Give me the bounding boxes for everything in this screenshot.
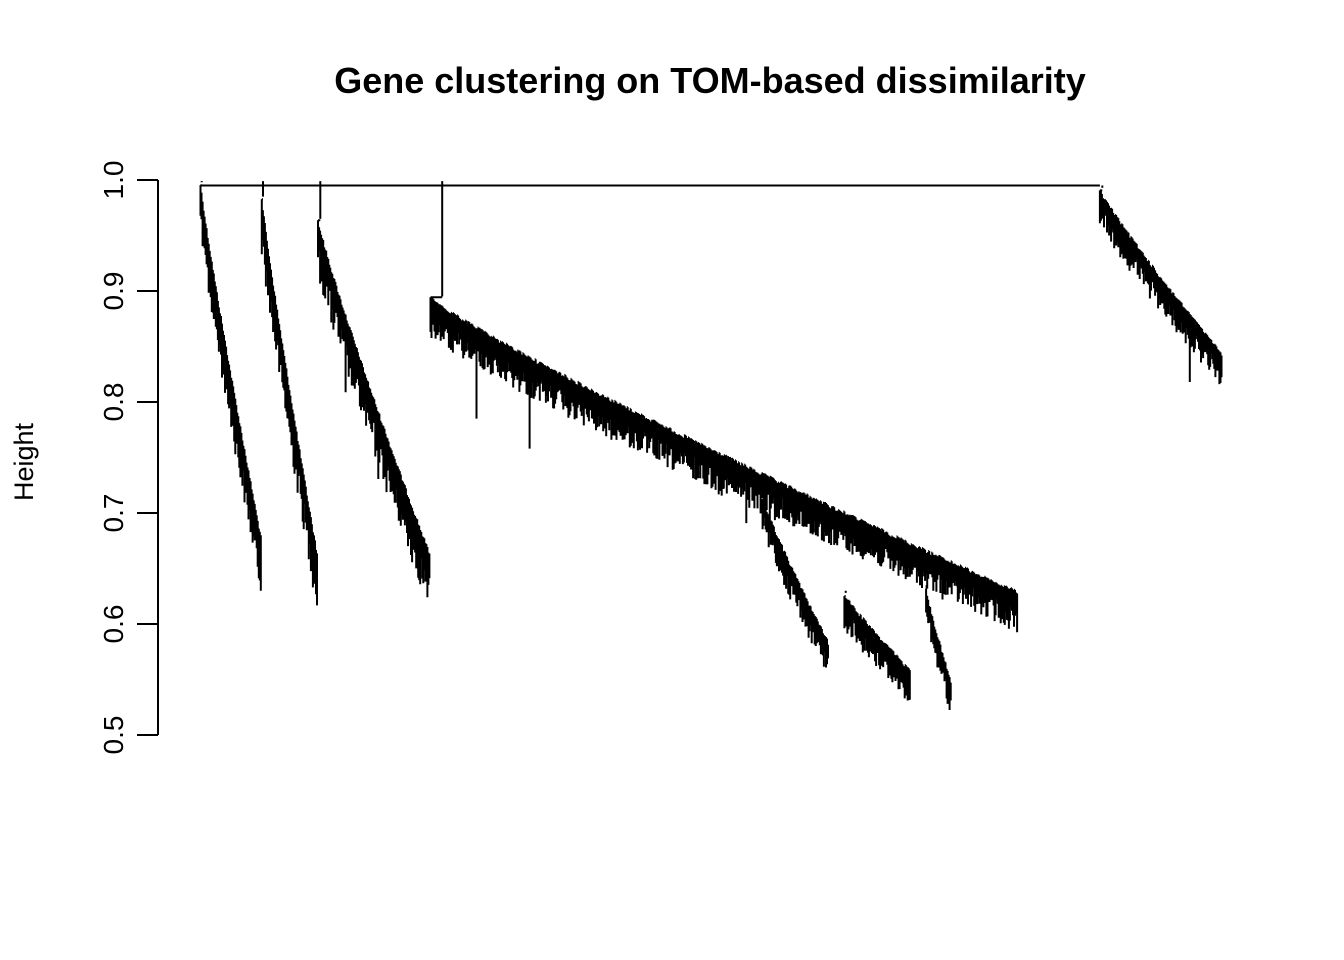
y-tick-label: 0.7: [98, 494, 129, 533]
y-tick-label: 1.0: [98, 161, 129, 200]
y-axis-title: Height: [9, 422, 39, 501]
dendrogram-tree: [199, 181, 1223, 710]
dendrogram-branches: [199, 181, 1223, 710]
y-axis: 0.5 0.6 0.7 0.8 0.9 1.0: [98, 161, 159, 755]
y-tick-label: 0.5: [98, 716, 129, 755]
chart-title: Gene clustering on TOM-based dissimilari…: [334, 60, 1086, 101]
y-tick-label: 0.8: [98, 383, 129, 422]
y-tick-label: 0.6: [98, 605, 129, 644]
y-tick-label: 0.9: [98, 272, 129, 311]
